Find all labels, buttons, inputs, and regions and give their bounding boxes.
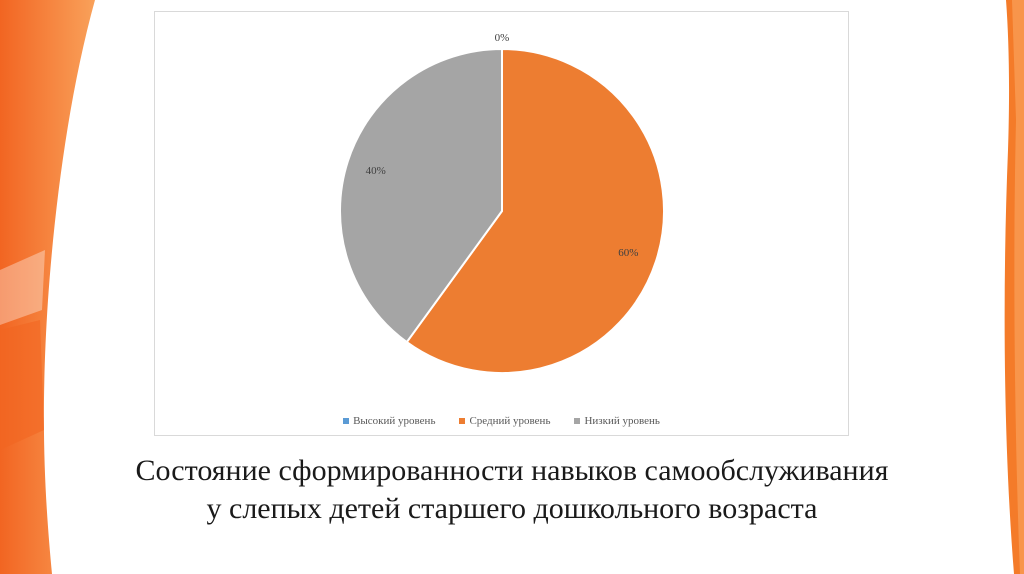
data-label-1: 0%	[495, 32, 510, 44]
legend-item-2: Средний уровень	[459, 415, 550, 427]
legend-swatch-3	[574, 418, 581, 424]
pie-slice-3	[339, 47, 503, 344]
legend-label-3: Низкий уровень	[584, 415, 660, 427]
legend-swatch-1	[343, 418, 350, 424]
slide-decoration-right	[1004, 0, 1024, 574]
legend-swatch-2	[459, 418, 466, 424]
slide-title-line-2: у слепых детей старшего дошкольного возр…	[206, 492, 818, 525]
chart-area: 0% 60% 40% Высокий уровень Средний уровень Н…	[154, 11, 849, 436]
pie-chart: 0% 60% 40%	[339, 32, 665, 374]
legend-label-2: Средний уровень	[469, 415, 551, 427]
legend-label-1: Высокий уровень	[353, 415, 436, 427]
slide-title-line-1: Состояние сформированности навыков самоо…	[135, 454, 889, 487]
legend-item-1: Высокий уровень	[343, 415, 435, 427]
data-label-3: 40%	[366, 165, 386, 177]
legend-item-3: Низкий уровень	[574, 415, 660, 427]
chart-legend: Высокий уровень Средний уровень Низкий уро…	[155, 415, 848, 427]
slide-decoration-left	[0, 0, 95, 574]
data-label-2: 60%	[618, 247, 638, 259]
pie-slice-2	[405, 47, 665, 374]
slide-title: Состояние сформированности навыков самоо…	[0, 452, 1024, 528]
